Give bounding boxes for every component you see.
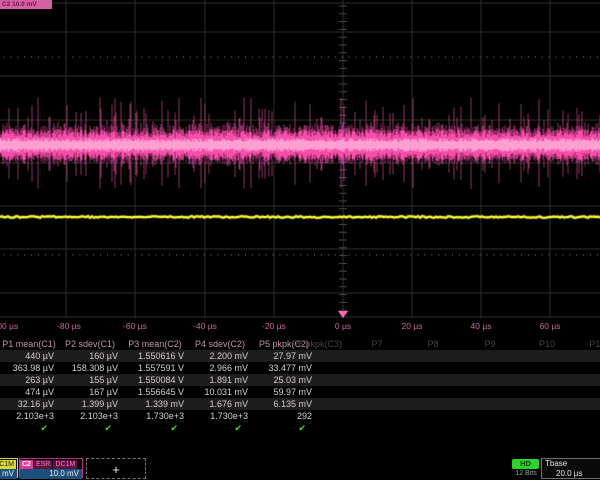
pass-check-icon: ✔ <box>234 423 242 433</box>
trigger-position-marker-icon[interactable] <box>338 311 348 318</box>
axis-tick-label: 20 µs <box>401 321 423 331</box>
measure-value-cell: 155 µV <box>89 375 118 385</box>
measure-header-p3[interactable]: P3 mean(C2) <box>128 339 182 349</box>
tbase-scale-value: 20.0 µs <box>556 469 583 478</box>
measure-value-cell: 160 µV <box>89 351 118 361</box>
measure-value-cell: 1.730e+3 <box>146 411 184 421</box>
measure-value-cell: 2.103e+3 <box>80 411 118 421</box>
waveform-traces <box>0 97 600 221</box>
measure-value-cell: 27.97 mV <box>273 351 312 361</box>
measure-value-cell: 1.399 µV <box>81 399 118 409</box>
histicon-strip <box>0 434 600 458</box>
timebase-axis: -100 µs -80 µs -60 µs -40 µs -20 µs 0 µs 20 µs… <box>0 318 600 335</box>
measure-header-dim[interactable]: P7 <box>371 339 383 349</box>
measure-value-cell: 2.103e+3 <box>16 411 54 421</box>
axis-tick-label: -60 µs <box>123 321 147 331</box>
pass-check-icon: ✔ <box>104 423 112 433</box>
c2-coupling-badge: DC1M <box>53 459 78 469</box>
measure-value-cell: 2.966 mV <box>209 363 248 373</box>
measure-value-cell: 2.200 mV <box>209 351 248 361</box>
measure-value-cell: 1.556645 V <box>137 387 184 397</box>
measure-value-cell: 59.97 mV <box>273 387 312 397</box>
c1-scale-value: 10.0 mV <box>0 469 17 479</box>
measure-value-cell: 1.550084 V <box>137 375 184 385</box>
hd-bits-label: 12 Bits <box>515 470 537 477</box>
measure-value-cell: 10.031 mV <box>204 387 248 397</box>
measure-value-cell: 1.891 mV <box>209 375 248 385</box>
measure-header-dim[interactable]: P11 <box>589 339 600 349</box>
pass-check-icon: ✔ <box>40 423 48 433</box>
measure-value-cell: 1.557591 V <box>137 363 184 373</box>
measure-header-p5[interactable]: P5 pkpk(C2) <box>258 339 310 349</box>
c2-label-badge: C2 <box>20 459 33 469</box>
measure-value-cell: 167 µV <box>89 387 118 397</box>
parameter-histicons <box>0 434 600 458</box>
measure-value-cell: 32.16 µV <box>17 399 54 409</box>
axis-tick-label: 60 µs <box>539 321 561 331</box>
descriptor-bar: DC1M 10.0 mV C2 ESR DC1M 10.0 mV + HD 12… <box>0 458 600 480</box>
measure-header-p1[interactable]: P1 mean(C1) <box>2 339 56 349</box>
measure-value-row: 474 µV 167 µV 1.556645 V 10.031 mV 59.97 mV <box>0 386 600 398</box>
measure-value-row: 363.98 µV 158.308 µV 1.557591 V 2.966 mV 33.… <box>0 362 600 374</box>
measure-table: P1 mean(C1) P2 sdev(C1) P3 mean(C2) P4 sdev… <box>0 336 600 434</box>
measure-value-row: 2.103e+3 2.103e+3 1.730e+3 1.730e+3 292 <box>0 410 600 422</box>
axis-tick-label: 0 µs <box>334 321 352 331</box>
hd-mode-badge: HD <box>512 459 539 469</box>
axis-tick-label: -40 µs <box>193 321 217 331</box>
pass-check-icon: ✔ <box>170 423 178 433</box>
measure-value-cell: 292 <box>296 411 312 421</box>
measure-value-cell: 33.477 mV <box>268 363 312 373</box>
measure-value-cell: 263 µV <box>25 375 54 385</box>
measure-header-dim[interactable]: P10 <box>538 339 556 349</box>
measure-table-header-row: P1 mean(C1) P2 sdev(C1) P3 mean(C2) P4 sdev… <box>0 338 600 350</box>
measure-value-cell: 1.730e+3 <box>210 411 248 421</box>
measure-header-dim[interactable]: P9 <box>484 339 496 349</box>
measure-value-cell: 1.339 mV <box>145 399 184 409</box>
measure-value-row: 263 µV 155 µV 1.550084 V 1.891 mV 25.03 mV <box>0 374 600 386</box>
measure-value-cell: 6.135 mV <box>273 399 312 409</box>
measure-value-cell: 25.03 mV <box>273 375 312 385</box>
pass-check-icon: ✔ <box>298 423 306 433</box>
axis-tick-label: -100 µs <box>0 321 19 331</box>
measure-value-cell: 363.98 µV <box>12 363 54 373</box>
tbase-label: Tbase <box>545 459 568 468</box>
measure-header-dim[interactable]: P6 pkpk(C3) <box>291 339 343 349</box>
c1-coupling-badge: DC1M <box>0 459 16 469</box>
timebase-descriptor[interactable]: Tbase 20.0 µs <box>541 458 600 479</box>
measure-value-cell: 158.308 µV <box>71 363 118 373</box>
axis-tick-label: 40 µs <box>470 321 492 331</box>
measure-status-row: ✔ ✔ ✔ ✔ ✔ <box>0 422 600 434</box>
measure-value-cell: 1.550616 V <box>137 351 184 361</box>
channel-descriptor-c1[interactable]: DC1M 10.0 mV <box>0 458 18 479</box>
measure-value-row: 32.16 µV 1.399 µV 1.339 mV 1.676 mV 6.135 mV <box>0 398 600 410</box>
add-trace-button[interactable]: + <box>86 458 146 479</box>
measure-header-p4[interactable]: P4 sdev(C2) <box>194 339 246 349</box>
grid-overlay-badge: C2 10.0 mV <box>0 0 52 9</box>
measure-value-cell: 440 µV <box>25 351 54 361</box>
measure-value-cell: 474 µV <box>25 387 54 397</box>
c2-esr-badge: ESR <box>33 459 53 469</box>
measure-value-row: 440 µV 160 µV 1.550616 V 2.200 mV 27.97 mV <box>0 350 600 362</box>
measure-header-dim[interactable]: P8 <box>427 339 439 349</box>
measure-header-p2[interactable]: P2 sdev(C1) <box>64 339 116 349</box>
axis-tick-label: -80 µs <box>57 321 81 331</box>
channel-descriptor-c2[interactable]: C2 ESR DC1M 10.0 mV <box>19 458 83 479</box>
axis-tick-label: -20 µs <box>262 321 286 331</box>
measure-value-cell: 1.676 mV <box>209 399 248 409</box>
c2-scale-value: 10.0 mV <box>20 469 82 479</box>
waveform-grid[interactable]: C2 10.0 mV <box>0 0 600 318</box>
